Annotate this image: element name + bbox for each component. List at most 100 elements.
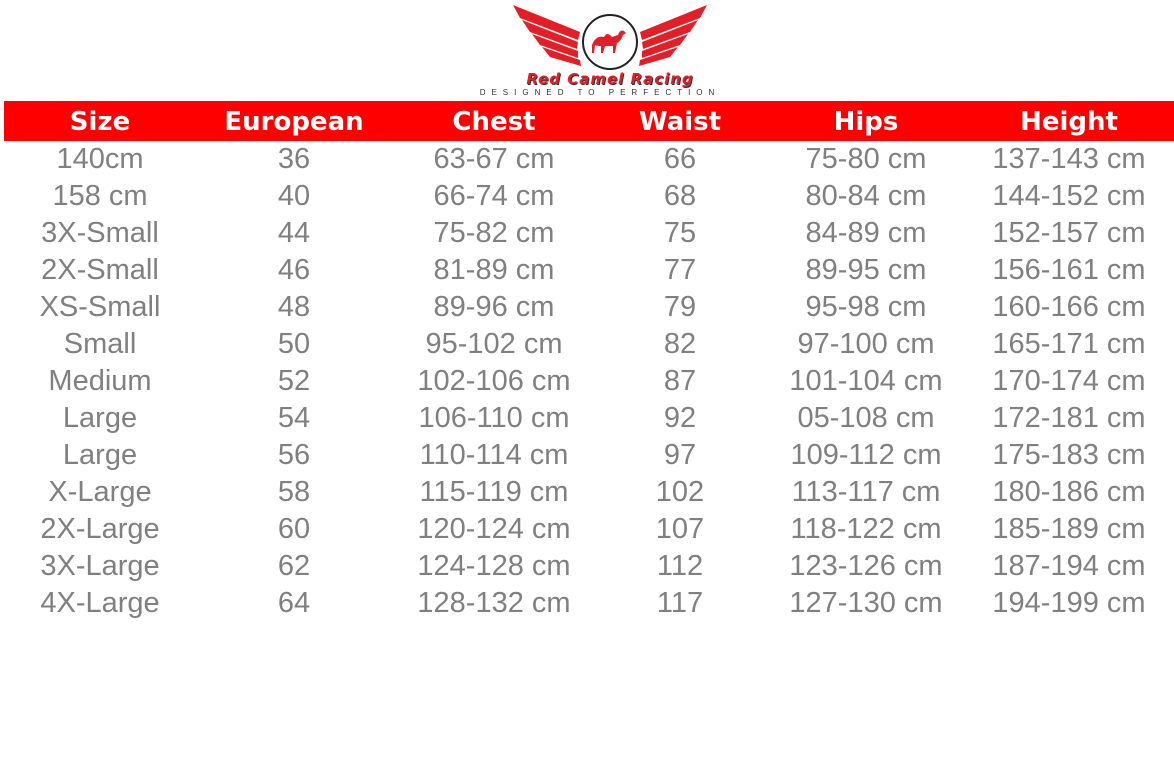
cell-height: 144-152 cm [992, 180, 1146, 212]
cell-waist: 112 [656, 550, 704, 582]
cell-chest: 102-106 cm [417, 365, 571, 397]
cell-size: 4X-Large [40, 587, 160, 619]
cell-size: 2X-Large [40, 513, 160, 545]
cell-european: 48 [277, 291, 311, 323]
table-row: X-Large 58 115-119 cm 102 113-117 cm 180-186 … [0, 474, 1174, 511]
cell-height: 194-199 cm [992, 587, 1146, 619]
cell-size: Small [63, 328, 137, 360]
cell-european: 60 [277, 513, 311, 545]
cell-hips: 95-98 cm [805, 291, 927, 323]
cell-waist: 107 [655, 513, 705, 545]
table-row: 2X-Large 60 120-124 cm 107 118-122 cm 185-189… [0, 511, 1174, 548]
cell-chest: 110-114 cm [419, 439, 569, 471]
cell-hips: 80-84 cm [805, 180, 927, 212]
cell-waist: 66 [663, 143, 697, 175]
cell-european: 52 [277, 365, 311, 397]
cell-waist: 102 [655, 476, 705, 508]
cell-european: 56 [277, 439, 311, 471]
cell-waist: 117 [656, 587, 704, 619]
cell-height: 160-166 cm [992, 291, 1146, 323]
cell-height: 165-171 cm [992, 328, 1146, 360]
cell-size: 158 cm [52, 180, 148, 212]
red-camel-racing-logo [513, 5, 707, 70]
cell-chest: 128-132 cm [417, 587, 571, 619]
cell-european: 64 [277, 587, 311, 619]
table-row: Large 56 110-114 cm 97 109-112 cm 175-183 cm [0, 437, 1174, 474]
table-row: 4X-Large 64 128-132 cm 117 127-130 cm 194-199… [0, 585, 1174, 622]
cell-waist: 79 [663, 291, 697, 323]
cell-hips: 113-117 cm [791, 476, 941, 508]
cell-chest: 81-89 cm [433, 254, 555, 286]
table-row: Small 50 95-102 cm 82 97-100 cm 165-171 cm [0, 326, 1174, 363]
cell-european: 36 [277, 143, 311, 175]
table-row: 3X-Large 62 124-128 cm 112 123-126 cm 187-194… [0, 548, 1174, 585]
header-european: European [224, 107, 364, 137]
brand-tagline: Designed to Perfection [479, 88, 721, 97]
header-size: Size [69, 107, 131, 137]
cell-hips: 89-95 cm [805, 254, 927, 286]
cell-size: X-Large [48, 476, 152, 508]
cell-chest: 75-82 cm [433, 217, 555, 249]
brand-name: Red Camel Racing [526, 70, 694, 88]
cell-size: Medium [48, 365, 152, 397]
cell-chest: 95-102 cm [425, 328, 563, 360]
cell-hips: 118-122 cm [790, 513, 942, 545]
table-row: 3X-Small 44 75-82 cm 75 84-89 cm 152-157 cm [0, 215, 1174, 252]
cell-chest: 120-124 cm [417, 513, 571, 545]
cell-height: 175-183 cm [992, 439, 1146, 471]
cell-size: 3X-Large [40, 550, 160, 582]
cell-waist: 82 [663, 328, 697, 360]
cell-height: 137-143 cm [992, 143, 1146, 175]
cell-chest: 106-110 cm [418, 402, 570, 434]
table-row: 140cm 36 63-67 cm 66 75-80 cm 137-143 cm [0, 141, 1174, 178]
cell-waist: 97 [663, 439, 697, 471]
header-chest: Chest [452, 107, 536, 137]
cell-european: 58 [277, 476, 311, 508]
cell-height: 152-157 cm [992, 217, 1146, 249]
cell-european: 54 [277, 402, 311, 434]
cell-hips: 84-89 cm [805, 217, 927, 249]
cell-european: 44 [277, 217, 311, 249]
cell-hips: 123-126 cm [789, 550, 943, 582]
camel-icon [592, 30, 626, 53]
header-height: Height [1020, 107, 1118, 137]
cell-chest: 89-96 cm [433, 291, 555, 323]
cell-hips: 75-80 cm [805, 143, 927, 175]
cell-size: 140cm [56, 143, 144, 175]
cell-waist: 68 [663, 180, 697, 212]
cell-height: 180-186 cm [992, 476, 1146, 508]
table-row: Large 54 106-110 cm 92 05-108 cm 172-181 cm [0, 400, 1174, 437]
cell-height: 187-194 cm [992, 550, 1146, 582]
header-waist: Waist [638, 107, 722, 137]
cell-height: 156-161 cm [992, 254, 1146, 286]
cell-waist: 77 [663, 254, 697, 286]
table-header: Size European Chest Waist Hips Height [4, 101, 1174, 141]
cell-chest: 124-128 cm [417, 550, 571, 582]
cell-hips: 05-108 cm [797, 402, 935, 434]
cell-waist: 92 [663, 402, 697, 434]
cell-european: 46 [277, 254, 311, 286]
cell-height: 172-181 cm [992, 402, 1146, 434]
cell-hips: 101-104 cm [789, 365, 943, 397]
cell-chest: 66-74 cm [433, 180, 555, 212]
cell-hips: 97-100 cm [797, 328, 935, 360]
cell-chest: 63-67 cm [433, 143, 555, 175]
cell-size: XS-Small [39, 291, 161, 323]
cell-size: Large [62, 402, 138, 434]
cell-european: 62 [277, 550, 311, 582]
table-row: XS-Small 48 89-96 cm 79 95-98 cm 160-166 cm [0, 289, 1174, 326]
cell-size: 2X-Small [41, 254, 159, 286]
cell-hips: 109-112 cm [790, 439, 942, 471]
cell-european: 40 [277, 180, 311, 212]
cell-waist: 75 [663, 217, 697, 249]
header-hips: Hips [833, 107, 899, 137]
cell-chest: 115-119 cm [419, 476, 569, 508]
cell-hips: 127-130 cm [789, 587, 943, 619]
cell-height: 170-174 cm [992, 365, 1146, 397]
cell-size: Large [62, 439, 138, 471]
cell-size: 3X-Small [41, 217, 159, 249]
cell-waist: 87 [663, 365, 697, 397]
table-row: Medium 52 102-106 cm 87 101-104 cm 170-174 cm [0, 363, 1174, 400]
table-row: 158 cm 40 66-74 cm 68 80-84 cm 144-152 cm [0, 178, 1174, 215]
cell-european: 50 [277, 328, 311, 360]
